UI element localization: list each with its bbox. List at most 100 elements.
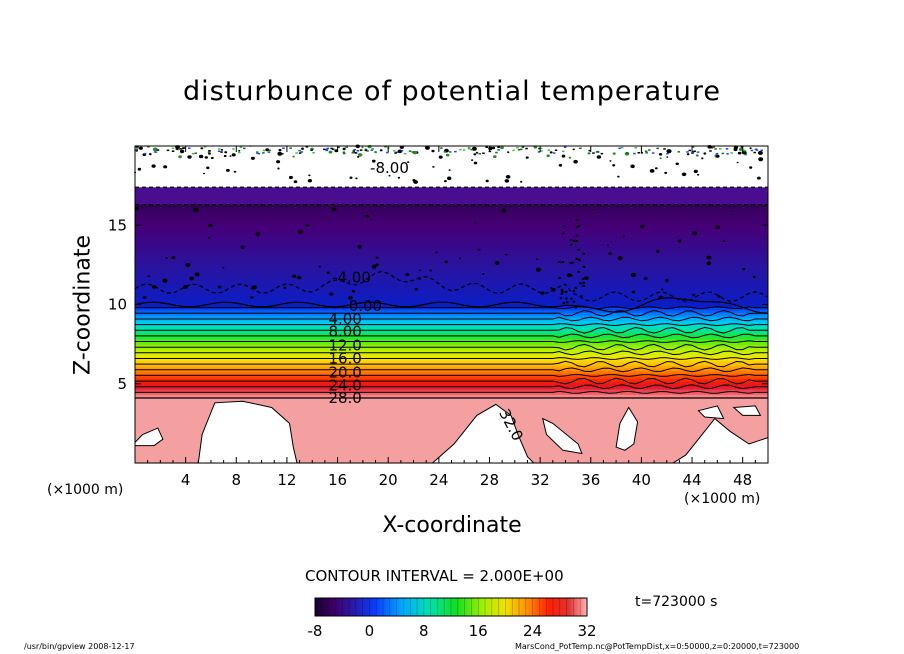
- field-band: [135, 233, 768, 237]
- top-noise: [495, 151, 498, 154]
- field-band: [135, 307, 768, 311]
- speck: [459, 257, 461, 260]
- top-noise: [345, 146, 348, 148]
- contour-label: 28.0: [328, 389, 361, 407]
- top-noise: [256, 152, 259, 154]
- top-noise: [520, 148, 523, 151]
- speck: [375, 263, 379, 267]
- speck: [493, 155, 497, 159]
- speck: [716, 154, 720, 158]
- top-noise: [147, 146, 150, 148]
- speck: [562, 232, 566, 235]
- contour-line: [135, 356, 768, 360]
- speck: [471, 146, 477, 151]
- speck: [501, 208, 507, 213]
- contour-label: 16.0: [328, 349, 361, 367]
- top-noise: [651, 152, 655, 154]
- top-noise: [468, 148, 471, 150]
- top-noise: [719, 148, 722, 150]
- speck: [675, 162, 679, 166]
- contour-label: 8.00: [328, 322, 361, 340]
- speck: [631, 290, 636, 294]
- field-band: [135, 383, 768, 387]
- speck: [200, 147, 204, 150]
- speck: [640, 151, 644, 154]
- speck: [367, 145, 372, 149]
- speck: [577, 270, 581, 273]
- top-noise: [579, 147, 582, 149]
- white-blob: [431, 403, 536, 464]
- field-band: [135, 333, 768, 337]
- speck: [617, 256, 623, 261]
- speck: [752, 275, 756, 278]
- top-noise: [470, 148, 474, 151]
- speck: [715, 225, 720, 229]
- field-band: [135, 291, 768, 295]
- speck: [183, 285, 188, 289]
- top-noise: [497, 149, 500, 151]
- field-band: [135, 312, 768, 316]
- top-noise: [203, 146, 207, 148]
- speck: [185, 262, 191, 267]
- speck: [265, 148, 270, 152]
- speck: [250, 296, 254, 299]
- contour-interval-label: CONTOUR INTERVAL = 2.000E+00: [305, 567, 564, 585]
- top-noise: [540, 150, 543, 152]
- field-band: [135, 238, 768, 242]
- speck: [473, 161, 478, 165]
- colorbar-divisions: [314, 598, 588, 616]
- top-noise: [714, 148, 717, 150]
- field-band: [135, 304, 768, 308]
- speck: [203, 172, 205, 175]
- speck: [355, 177, 358, 180]
- top-noise: [403, 153, 407, 155]
- field-band: [135, 209, 768, 213]
- speck: [492, 146, 496, 150]
- speck: [445, 153, 450, 157]
- speck: [406, 161, 410, 164]
- top-noise: [207, 151, 211, 154]
- speck: [277, 167, 280, 170]
- top-noise: [400, 149, 404, 152]
- speck: [683, 298, 686, 300]
- colorbar: [314, 597, 588, 617]
- speck: [757, 150, 763, 155]
- top-noise: [443, 151, 447, 153]
- top-noise: [618, 147, 621, 149]
- speck: [582, 265, 586, 268]
- speck: [559, 297, 563, 300]
- speck: [550, 287, 553, 289]
- speck: [208, 236, 211, 239]
- top-noise: [343, 152, 346, 155]
- speck: [229, 155, 232, 157]
- top-noise: [364, 149, 368, 152]
- top-noise: [408, 150, 412, 152]
- top-noise: [356, 150, 360, 152]
- top-noise: [538, 147, 541, 150]
- noise-specks: [134, 144, 764, 309]
- field-band: [135, 309, 768, 314]
- field-band: [135, 256, 768, 261]
- speck: [575, 234, 579, 237]
- top-noise: [725, 148, 729, 150]
- top-noise: [693, 150, 696, 152]
- contour-line: [135, 367, 768, 373]
- speck: [540, 291, 545, 295]
- speck: [277, 151, 283, 156]
- field-band: [135, 315, 768, 319]
- speck: [666, 149, 672, 154]
- top-noise: [353, 148, 356, 151]
- field-band: [135, 338, 768, 343]
- field-band: [135, 275, 768, 279]
- speck: [562, 302, 566, 305]
- field-band: [135, 346, 768, 351]
- speck: [351, 289, 356, 293]
- speck: [656, 249, 660, 253]
- footer-right: MarsCond_PotTemp.nc@PotTempDist,x=0:5000…: [515, 642, 800, 651]
- y-tick-label: 5: [117, 375, 127, 393]
- x-unit-right: (×1000 m): [684, 491, 761, 507]
- x-unit-left: (×1000 m): [47, 482, 124, 498]
- contour-line: [135, 340, 768, 344]
- field-band: [135, 320, 768, 324]
- x-tick-label: 40: [632, 471, 651, 489]
